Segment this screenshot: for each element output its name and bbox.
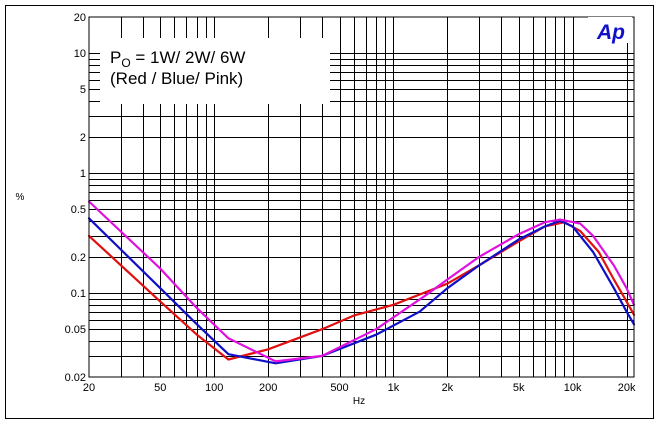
ap-logo-text: Ap <box>596 21 625 44</box>
y-axis-label: % <box>16 192 25 203</box>
y-tick-label: 0.1 <box>71 288 86 300</box>
y-tick-labels: 20 10 5 2 1 0.5 0.2 0.1 0.05 0.02 <box>65 12 86 384</box>
x-tick-label: 200 <box>259 382 277 394</box>
x-tick-label: 100 <box>205 382 223 394</box>
x-tick-labels: 20 50 100 200 500 1k 2k 5k 10k 20k <box>83 382 636 394</box>
y-tick-label: 0.2 <box>71 252 86 264</box>
legend-box: PO = 1W/ 2W/ 6W (Red / Blue/ Pink) <box>100 38 330 104</box>
x-tick-label: 5k <box>513 382 525 394</box>
y-tick-label: 10 <box>74 48 86 60</box>
legend-line-2: (Red / Blue/ Pink) <box>110 69 243 88</box>
ap-logo: Ap <box>588 17 632 44</box>
y-tick-label: 1 <box>80 168 86 180</box>
y-tick-label: 20 <box>74 12 86 24</box>
legend-line-1-subscript: O <box>121 56 130 70</box>
series-line-pink <box>87 200 636 363</box>
x-tick-label: 500 <box>330 382 348 394</box>
series-line-red <box>87 221 636 361</box>
x-tick-label: 10k <box>564 382 582 394</box>
x-tick-label: 50 <box>154 382 166 394</box>
x-tick-label: 2k <box>442 382 454 394</box>
y-tick-label: 0.02 <box>65 372 86 384</box>
x-axis-label: Hz <box>353 396 365 407</box>
legend-line-1-prefix: P <box>110 48 121 67</box>
legend-line-1-rest: = 1W/ 2W/ 6W <box>131 48 246 67</box>
y-tick-label: 2 <box>80 132 86 144</box>
x-tick-label: 1k <box>388 382 400 394</box>
x-tick-label: 20 <box>83 382 95 394</box>
x-tick-label: 20k <box>618 382 636 394</box>
plot-border <box>88 16 635 378</box>
y-tick-label: 0.5 <box>71 204 86 216</box>
series-line-blue <box>87 217 636 365</box>
series-layer <box>87 200 636 365</box>
y-tick-label: 0.05 <box>65 324 86 336</box>
y-tick-label: 5 <box>80 84 86 96</box>
legend-line-1: PO = 1W/ 2W/ 6W <box>110 48 245 70</box>
